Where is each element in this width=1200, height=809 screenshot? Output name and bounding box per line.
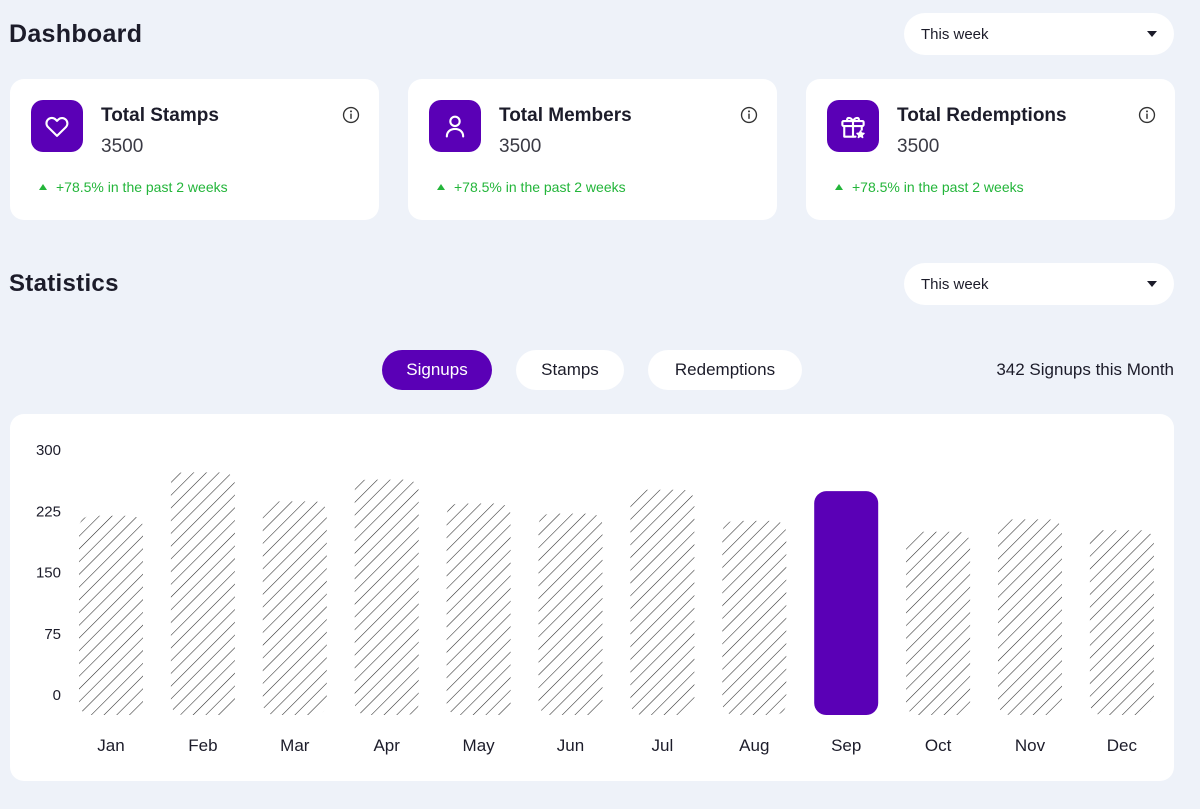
bar-jan[interactable]	[79, 515, 143, 715]
info-icon[interactable]	[1138, 106, 1156, 124]
x-tick-label: Sep	[831, 736, 861, 755]
card-value: 3500	[101, 136, 144, 157]
y-tick-label: 150	[36, 565, 61, 582]
stat-card-total-redemptions: Total Redemptions 3500 +78.5% in the pas…	[806, 79, 1175, 220]
caret-down-icon	[1147, 31, 1157, 37]
dashboard-period-select[interactable]: This week	[904, 13, 1174, 55]
card-title: Total Members	[499, 105, 632, 126]
user-icon	[429, 100, 481, 152]
x-tick-label: Jan	[97, 736, 124, 755]
signups-bar-chart: 0 75 150 225 300 Jan Feb Mar Apr May Jun Jul Aug Sep…	[36, 442, 1154, 755]
x-tick-label: Apr	[373, 736, 400, 755]
x-tick-label: Dec	[1107, 736, 1138, 755]
x-tick-label: Jul	[652, 736, 674, 755]
heart-icon	[31, 100, 83, 152]
info-icon[interactable]	[740, 106, 758, 124]
bar-jun[interactable]	[538, 513, 603, 715]
signups-month-summary: 342 Signups this Month	[996, 360, 1174, 379]
trend-text: +78.5% in the past 2 weeks	[454, 179, 626, 195]
card-trend: +78.5% in the past 2 weeks	[437, 179, 626, 195]
card-trend: +78.5% in the past 2 weeks	[39, 179, 228, 195]
card-title: Total Stamps	[101, 105, 219, 126]
bar-mar[interactable]	[262, 501, 327, 715]
card-title: Total Redemptions	[897, 105, 1067, 126]
bar-dec[interactable]	[1089, 530, 1154, 715]
bar-nov[interactable]	[998, 519, 1062, 715]
bar-aug[interactable]	[722, 520, 787, 715]
dashboard-period-value: This week	[921, 25, 989, 43]
page-title: Dashboard	[9, 20, 143, 48]
x-tick-label: Oct	[925, 736, 952, 755]
trend-up-icon	[39, 184, 47, 190]
section-title-statistics: Statistics	[9, 270, 119, 297]
trend-text: +78.5% in the past 2 weeks	[852, 179, 1024, 195]
signups-chart-panel: 0 75 150 225 300 Jan Feb Mar Apr May Jun Jul Aug Sep…	[10, 414, 1174, 781]
card-trend: +78.5% in the past 2 weeks	[835, 179, 1024, 195]
bar-may[interactable]	[446, 503, 511, 715]
tab-stamps[interactable]: Stamps	[516, 350, 624, 390]
bar-sep[interactable]	[814, 491, 879, 715]
card-value: 3500	[897, 136, 940, 157]
x-tick-label: May	[463, 736, 496, 755]
stat-card-total-members: Total Members 3500 +78.5% in the past 2 …	[408, 79, 777, 220]
x-tick-label: Mar	[280, 736, 310, 755]
x-tick-label: Feb	[188, 736, 217, 755]
x-tick-label: Nov	[1015, 736, 1046, 755]
trend-up-icon	[437, 184, 445, 190]
tab-signups[interactable]: Signups	[382, 350, 492, 390]
caret-down-icon	[1147, 281, 1157, 287]
trend-up-icon	[835, 184, 843, 190]
x-tick-label: Aug	[739, 736, 769, 755]
y-tick-label: 300	[36, 442, 61, 459]
bar-jul[interactable]	[630, 489, 695, 715]
trend-text: +78.5% in the past 2 weeks	[56, 179, 228, 195]
bar-apr[interactable]	[354, 479, 419, 715]
statistics-period-value: This week	[921, 275, 989, 293]
info-icon[interactable]	[342, 106, 360, 124]
stat-card-total-stamps: Total Stamps 3500 +78.5% in the past 2 w…	[10, 79, 379, 220]
y-tick-label: 225	[36, 503, 61, 520]
y-tick-label: 0	[53, 687, 61, 704]
card-value: 3500	[499, 136, 542, 157]
statistics-period-select[interactable]: This week	[904, 263, 1174, 305]
gift-icon	[827, 100, 879, 152]
bar-feb[interactable]	[170, 472, 235, 715]
bar-oct[interactable]	[906, 531, 971, 715]
y-tick-label: 75	[44, 626, 61, 643]
tab-redemptions[interactable]: Redemptions	[648, 350, 802, 390]
x-tick-label: Jun	[557, 736, 584, 755]
